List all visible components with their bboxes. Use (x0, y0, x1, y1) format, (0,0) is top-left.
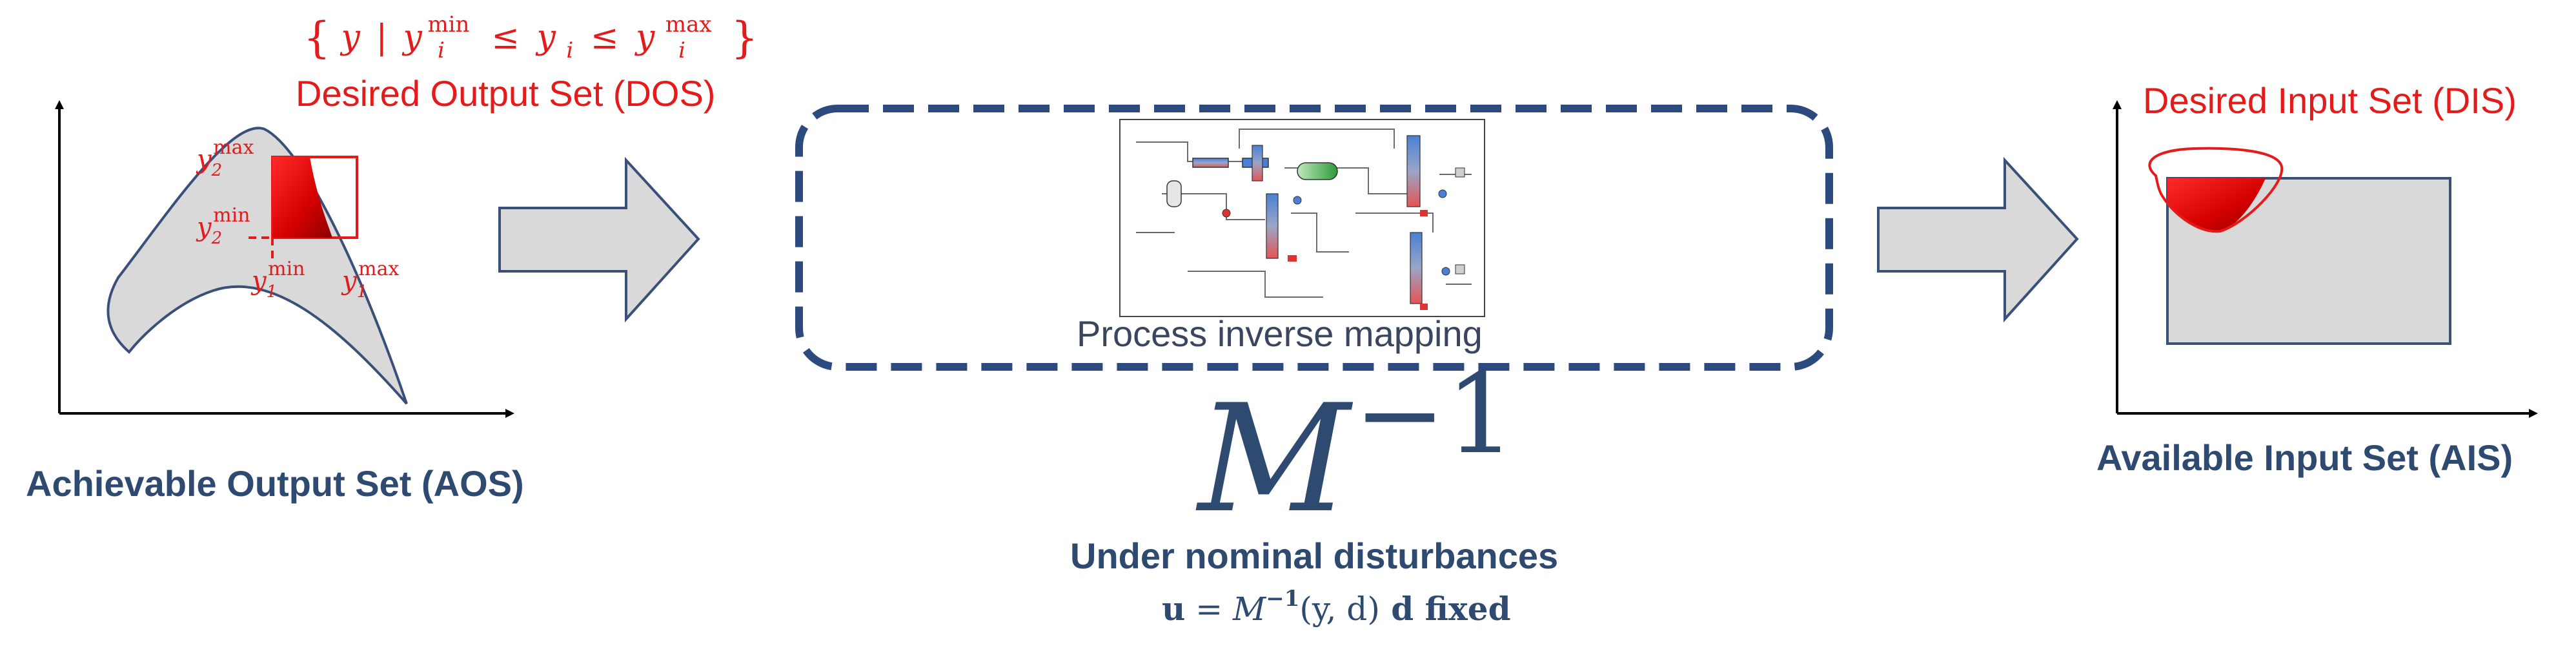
aos-region (106, 127, 408, 405)
dos-label: Desired Output Set (DOS) (296, 73, 715, 114)
dos-set-notation: { y | y min i ≤ y i ≤ y max i } (303, 1, 758, 66)
inverse-mapping-panel: Process inverse mapping M−1 Under nomina… (795, 105, 1833, 628)
y1max-label: y1max (341, 258, 399, 302)
inverse-mapping-caption: Process inverse mapping (1077, 313, 1483, 354)
y2max-label: y2max (196, 136, 254, 180)
inverse-equation: u = M−1(y, d) d fixed (1162, 586, 1511, 628)
aos-panel: y2max y2min y1min y1max { y | y min i ≤ … (26, 1, 758, 504)
dis-label: Desired Input Set (DIS) (2143, 80, 2517, 121)
flow-arrow-2 (1877, 156, 2079, 323)
nominal-disturbance-title: Under nominal disturbances (1070, 535, 1558, 576)
dis-feasible-region (2167, 178, 2266, 232)
ais-label: Available Input Set (AIS) (2096, 437, 2513, 478)
inverse-mapping-box (795, 105, 1833, 371)
y2min-label: y2min (196, 204, 250, 248)
inverse-operator-symbol: M−1 (1195, 351, 1516, 546)
process-flowsheet-image (1119, 119, 1485, 317)
ais-panel: Desired Input Set (DIS) Available Input … (2096, 80, 2538, 478)
dos-feasible-region (272, 157, 332, 238)
dis-boundary (2148, 147, 2284, 233)
aos-label: Achievable Output Set (AOS) (26, 463, 524, 504)
y1min-label: y1min (250, 258, 305, 302)
flow-arrow-1 (498, 156, 700, 323)
